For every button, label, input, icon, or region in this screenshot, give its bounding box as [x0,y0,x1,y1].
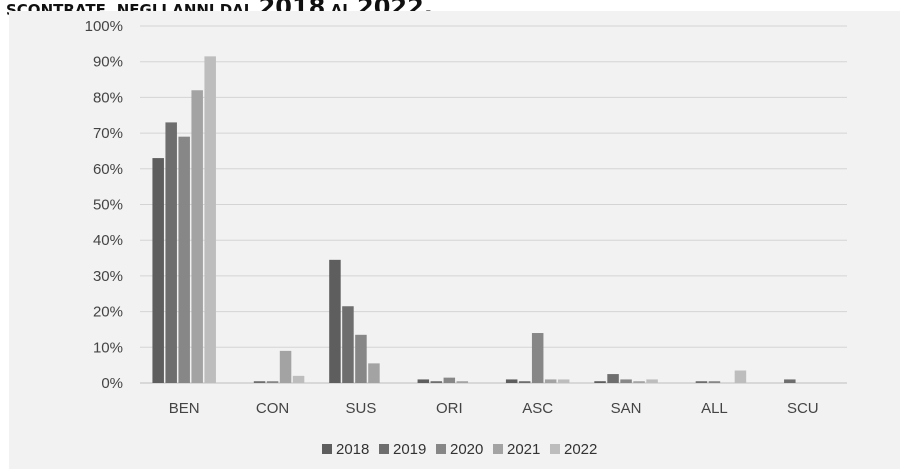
y-tick-label: 20% [93,304,123,321]
bar [620,379,632,383]
legend-label: 2021 [507,441,540,458]
x-tick-label: CON [256,400,289,417]
legend-label: 2019 [393,441,426,458]
y-tick-label: 80% [93,89,123,106]
legend-swatch [436,444,446,454]
bar [279,350,292,383]
x-tick-label: ASC [522,400,553,417]
bar [329,259,341,383]
y-tick-label: 30% [93,268,123,285]
y-tick-label: 0% [101,375,123,392]
y-tick-label: 40% [93,232,123,249]
chart-area: 0% 10% 20% 30% 40% 50% 60% 70% 80% 90% 100% BEN CON S… [9,11,900,469]
bar [544,379,557,383]
y-tick-label: 90% [93,54,123,71]
bar [368,363,380,383]
bar [633,381,645,383]
bar [178,136,190,383]
bar [292,375,305,383]
legend-swatch [322,444,332,454]
bar [204,56,216,383]
y-tick-label: 50% [93,197,123,214]
y-tick-label: 100% [85,18,123,35]
x-tick-label: SUS [346,400,377,417]
x-tick-label: ORI [436,400,463,417]
bar [784,379,796,383]
legend-label: 2018 [336,441,369,458]
legend-swatch [379,444,389,454]
bar [165,122,177,383]
bar [266,381,279,383]
x-tick-label: SCU [787,400,819,417]
bar [456,381,469,383]
legend-label: 2020 [450,441,483,458]
bar [531,333,544,383]
bar [646,379,658,383]
bar [253,381,266,383]
x-tick-label: BEN [169,400,200,417]
bar [443,377,456,383]
bar [505,379,518,383]
x-tick-label: ALL [701,400,728,417]
bar [417,379,430,383]
bar [518,381,531,383]
y-tick-label: 10% [93,339,123,356]
bar [734,370,747,383]
bar [191,90,203,383]
bar [342,306,354,383]
bar [557,379,570,383]
legend-label: 2022 [564,441,597,458]
legend-swatch [493,444,503,454]
x-tick-label: SAN [611,400,642,417]
bar [607,374,619,383]
bar [430,381,443,383]
bar [355,334,367,383]
bar [708,381,721,383]
bar [152,158,164,383]
legend-swatch [550,444,560,454]
bar [695,381,708,383]
y-tick-label: 60% [93,161,123,178]
bar [594,381,606,383]
bar-chart: 0% 10% 20% 30% 40% 50% 60% 70% 80% 90% 100% BEN CON S… [85,18,847,458]
y-tick-label: 70% [93,125,123,142]
